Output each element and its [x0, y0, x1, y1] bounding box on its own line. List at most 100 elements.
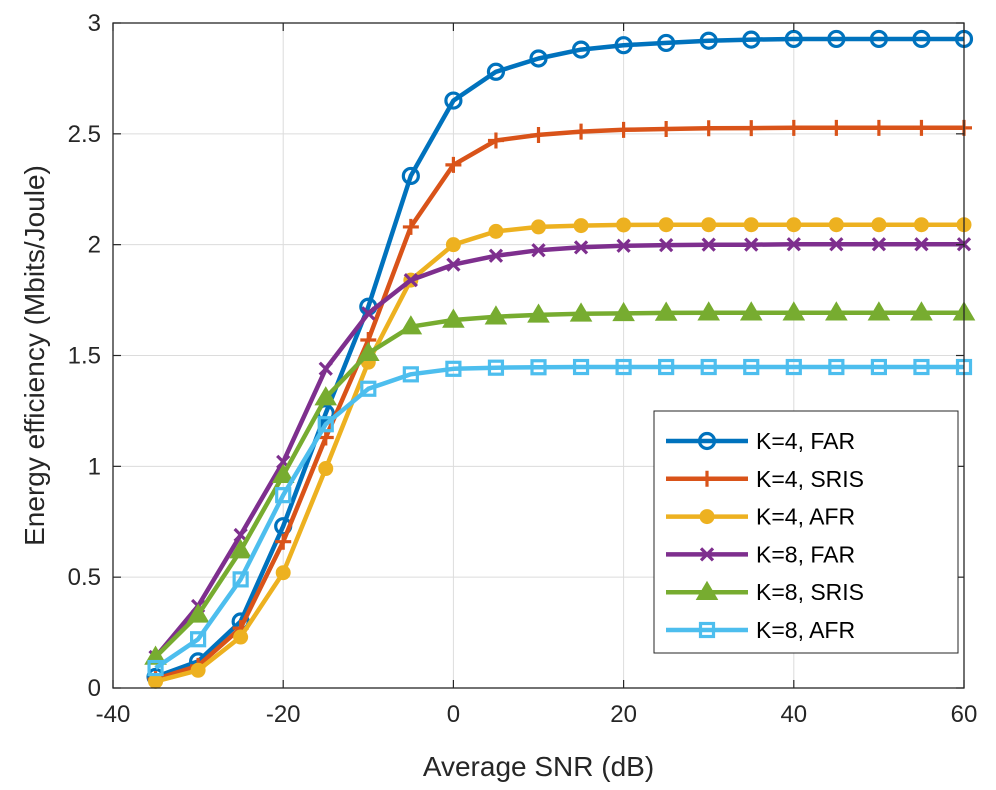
data-point-marker [488, 223, 504, 239]
data-point-marker [739, 301, 763, 321]
data-point-marker [487, 359, 505, 376]
legend-label: K=4, FAR [756, 428, 855, 454]
data-point-marker [360, 380, 377, 397]
data-point-marker [867, 301, 891, 321]
data-point-marker [529, 49, 548, 68]
data-point-marker [825, 301, 848, 321]
legend-swatch-marker [699, 470, 715, 487]
legend-label: K=8, FAR [756, 541, 855, 567]
data-point-marker [399, 315, 423, 335]
y-tick-label: 2 [88, 232, 101, 259]
data-point-marker [616, 217, 632, 233]
data-point-marker [910, 301, 933, 321]
data-point-marker [657, 33, 676, 53]
data-point-marker [870, 119, 887, 136]
data-point-marker [531, 219, 546, 235]
data-point-marker [742, 30, 761, 49]
data-point-marker [442, 308, 465, 328]
x-tick-label: 60 [951, 701, 978, 728]
data-point-marker [615, 358, 632, 376]
x-axis-label: Average SNR (dB) [423, 751, 654, 782]
data-point-marker [785, 119, 802, 136]
legend: K=4, FAR K=4, SRIS K=4, AFR K=8, FAR K=8, SR… [653, 410, 959, 654]
legend-swatch-marker [699, 547, 715, 562]
series-line [153, 241, 964, 659]
data-point-marker [743, 358, 760, 376]
data-point-marker [445, 360, 462, 377]
y-tick-label: 1 [88, 453, 101, 480]
data-point-marker [401, 166, 420, 186]
data-point-marker [871, 217, 887, 233]
data-point-marker [700, 120, 717, 137]
data-point-marker [786, 217, 802, 233]
data-point-marker [913, 119, 930, 136]
data-point-marker [569, 302, 593, 322]
data-point-marker [275, 487, 292, 504]
data-point-marker [659, 237, 674, 253]
data-point-marker [658, 120, 675, 137]
data-point-marker [487, 132, 504, 149]
data-point-marker [403, 273, 418, 288]
y-tick-labels: 0 0.5 1 1.5 2 2.5 3 [68, 10, 101, 702]
legend-swatch-marker [698, 621, 716, 639]
data-point-marker [445, 156, 462, 173]
data-point-marker [784, 29, 803, 49]
data-point-marker [190, 662, 206, 678]
data-point-marker [828, 119, 845, 136]
data-point-marker [701, 237, 716, 252]
y-tick-label: 2.5 [68, 121, 101, 148]
data-point-marker [318, 361, 333, 376]
legend-label: K=4, SRIS [756, 466, 864, 492]
x-tick-label: -40 [96, 701, 131, 728]
data-point-marker [402, 218, 419, 235]
data-point-marker [572, 358, 590, 376]
series-line [154, 310, 964, 659]
data-point-marker [530, 359, 547, 376]
data-point-marker [573, 218, 589, 234]
data-point-marker [744, 237, 759, 252]
data-point-marker [186, 603, 210, 623]
data-point-marker [701, 217, 717, 233]
legend-label: K=8, AFR [756, 617, 855, 643]
data-point-marker [488, 248, 504, 263]
data-point-marker [531, 243, 546, 258]
data-point-marker [828, 358, 845, 376]
data-point-marker [699, 31, 718, 50]
data-point-marker [913, 358, 930, 376]
data-point-marker [612, 301, 635, 322]
data-point-marker [402, 366, 419, 383]
legend-item: K=8, FAR [666, 541, 855, 567]
data-point-marker [148, 673, 164, 689]
data-point-marker [654, 301, 678, 321]
data-point-marker [785, 358, 802, 376]
data-point-marker [829, 237, 844, 252]
y-axis-label: Energy efficiency (Mbits/Joule) [19, 165, 50, 546]
data-point-marker [232, 571, 249, 588]
data-point-marker [147, 659, 164, 677]
data-point-marker [828, 217, 844, 233]
data-point-marker [700, 358, 717, 376]
data-point-marker [782, 301, 806, 321]
data-point-marker [743, 217, 759, 233]
data-point-marker [530, 126, 547, 143]
data-point-marker [275, 565, 291, 581]
data-point-marker [571, 40, 591, 59]
data-point-marker [912, 29, 931, 49]
legend-item: K=8, AFR [666, 617, 855, 643]
series-layer [144, 29, 976, 689]
legend-item: K=4, AFR [666, 504, 855, 530]
legend-item: K=8, SRIS [666, 579, 864, 605]
data-point-marker [144, 645, 167, 665]
data-point-marker [871, 237, 887, 252]
legend-label: K=4, AFR [756, 504, 855, 530]
x-tick-label: 40 [780, 701, 807, 728]
data-point-marker [484, 305, 508, 325]
legend-swatch-marker [695, 580, 719, 600]
series-5 [144, 301, 976, 665]
data-point-marker [743, 120, 760, 137]
legend-label: K=8, SRIS [756, 579, 864, 605]
data-point-marker [615, 121, 632, 138]
data-point-marker [361, 306, 376, 321]
data-point-marker [275, 533, 292, 550]
